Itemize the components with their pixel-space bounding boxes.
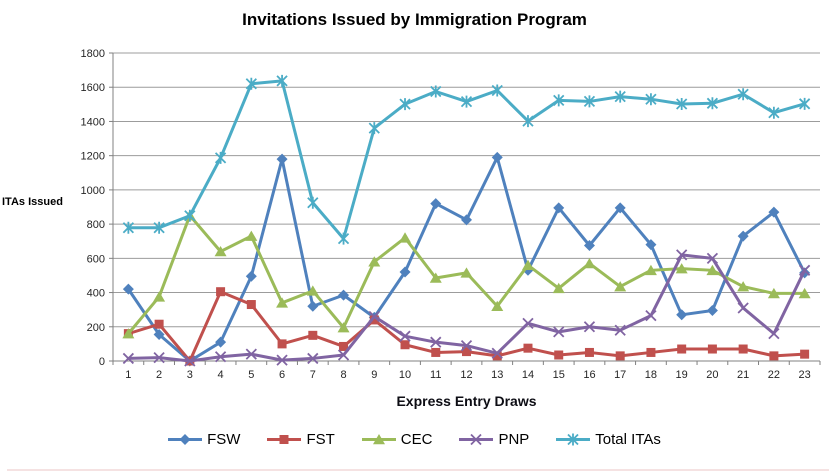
legend-label: FSW — [207, 430, 241, 448]
svg-text:800: 800 — [87, 219, 105, 231]
svg-text:1000: 1000 — [81, 185, 105, 197]
y-axis-tick-labels: 0 200 400 600 800 1000 1200 1400 1600 1800 — [81, 48, 105, 368]
svg-text:7: 7 — [310, 369, 316, 381]
legend-label: PNP — [498, 430, 530, 448]
legend-item-cec: CEC — [361, 430, 433, 448]
svg-text:400: 400 — [87, 288, 105, 300]
svg-text:20: 20 — [706, 369, 718, 381]
total-itas-legend-marker-icon — [556, 433, 591, 445]
svg-text:10: 10 — [399, 369, 411, 381]
svg-text:18: 18 — [645, 369, 657, 381]
gridlines — [113, 52, 820, 328]
series-fsw — [122, 151, 811, 367]
series-pnp-markers — [122, 249, 811, 367]
legend-item-pnp: PNP — [459, 431, 529, 448]
svg-text:15: 15 — [553, 369, 565, 381]
chart-title: Invitations Issued by Immigration Progra… — [242, 10, 587, 29]
series-cec-markers — [122, 210, 811, 339]
svg-text:11: 11 — [430, 369, 441, 381]
svg-text:1600: 1600 — [81, 82, 105, 94]
svg-text:1200: 1200 — [81, 151, 105, 163]
legend-item-fsw: FSW — [168, 431, 240, 448]
svg-text:22: 22 — [768, 369, 780, 381]
svg-text:200: 200 — [87, 322, 105, 334]
cec-legend-marker-icon — [361, 433, 396, 444]
legend-item-total-itas: Total ITAs — [556, 431, 661, 448]
svg-text:14: 14 — [522, 369, 534, 381]
svg-text:13: 13 — [491, 369, 503, 381]
legend-label: CEC — [400, 430, 433, 448]
svg-text:2: 2 — [156, 369, 162, 381]
bottom-edge-strip — [7, 469, 829, 471]
svg-text:3: 3 — [187, 369, 193, 381]
svg-text:6: 6 — [279, 369, 285, 381]
svg-text:8: 8 — [340, 369, 346, 381]
series-total-itas-markers — [122, 74, 811, 245]
svg-text:1400: 1400 — [81, 116, 105, 128]
svg-text:1800: 1800 — [81, 48, 105, 60]
svg-text:9: 9 — [371, 369, 377, 381]
svg-text:0: 0 — [99, 356, 105, 368]
svg-text:17: 17 — [614, 369, 626, 381]
svg-text:16: 16 — [583, 369, 595, 381]
svg-text:12: 12 — [460, 369, 472, 381]
svg-text:600: 600 — [87, 253, 105, 265]
legend-label: FST — [306, 430, 335, 448]
pnp-legend-marker-icon — [459, 433, 494, 445]
series-total-itas — [122, 74, 811, 245]
fsw-legend-marker-icon — [168, 433, 203, 445]
svg-text:21: 21 — [737, 369, 749, 381]
svg-text:1: 1 — [125, 369, 131, 381]
svg-text:4: 4 — [218, 369, 224, 381]
x-axis-tick-labels: 1 2 3 4 5 6 7 8 9 10 11 12 13 14 15 16 17 18 19 20 21 22 23 — [125, 369, 810, 381]
svg-text:19: 19 — [676, 369, 688, 381]
legend-label: Total ITAs — [595, 430, 661, 448]
series-cec — [122, 210, 811, 339]
axes — [109, 52, 821, 365]
series-fsw-markers — [122, 151, 811, 367]
y-axis-title: ITAs Issued — [2, 196, 63, 208]
svg-text:23: 23 — [799, 369, 811, 381]
x-axis-title: Express Entry Draws — [396, 393, 537, 409]
legend-item-fst: FST — [267, 430, 335, 448]
series-pnp — [122, 249, 811, 367]
svg-text:5: 5 — [248, 369, 254, 381]
chart-legend: FSW FST CEC PNP Total ITAs — [0, 424, 829, 454]
fst-legend-marker-icon — [267, 434, 302, 444]
